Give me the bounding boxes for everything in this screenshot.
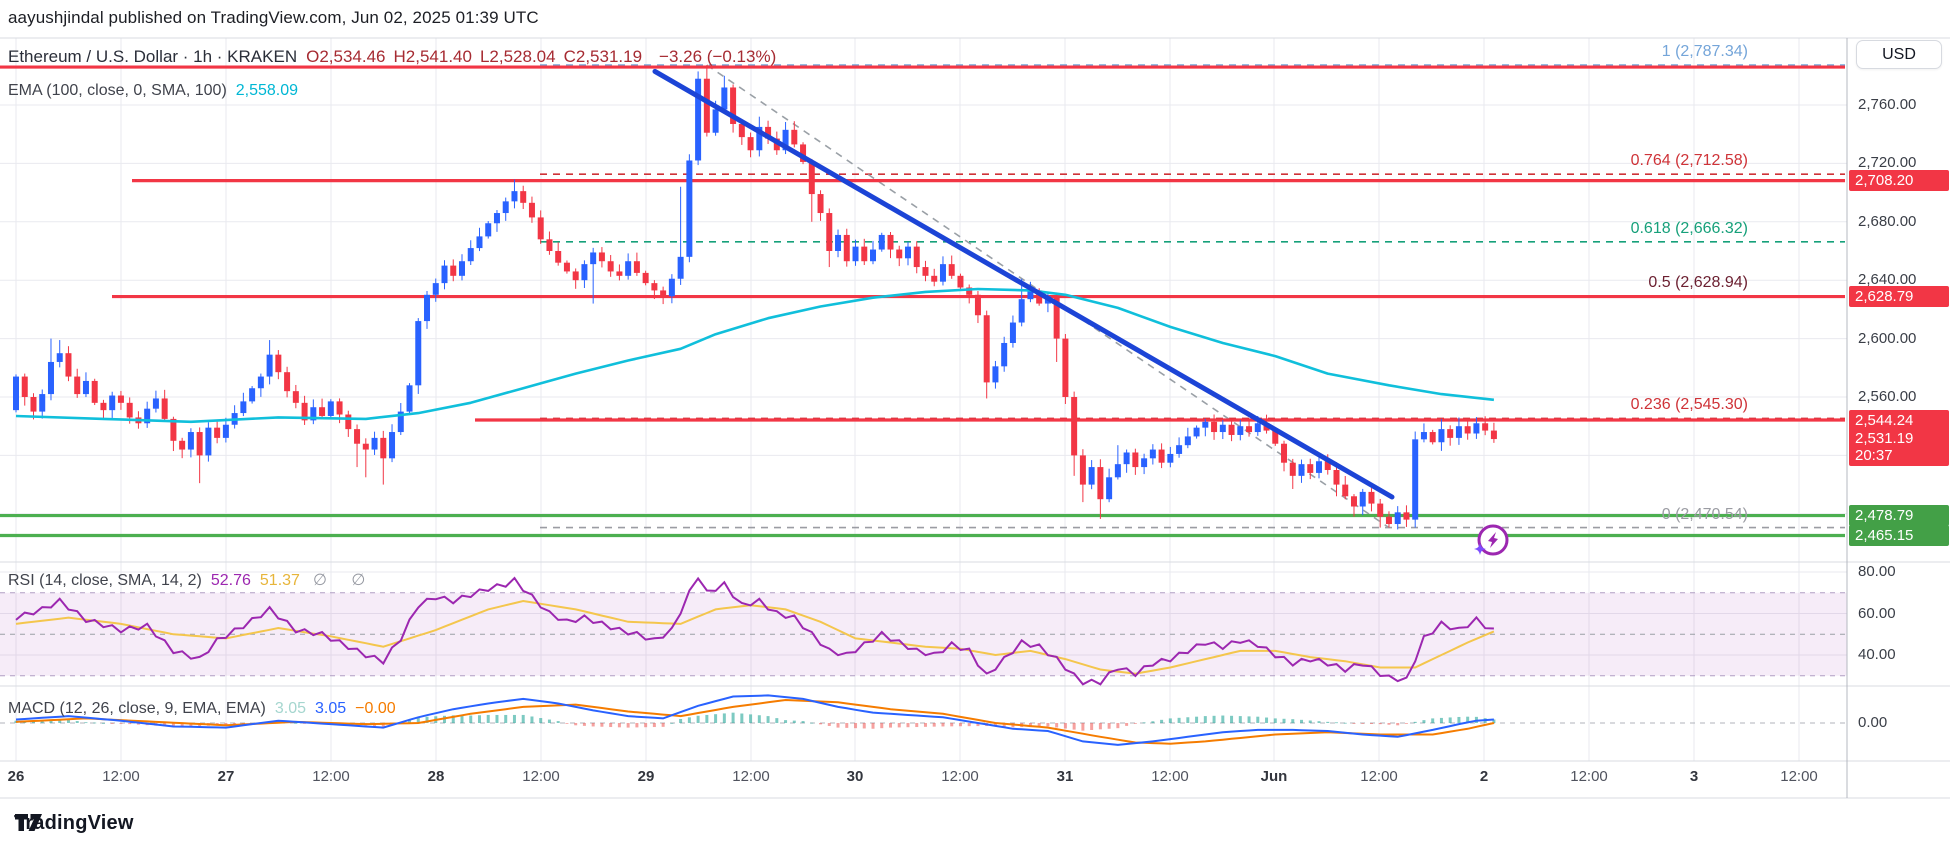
tradingview-logo[interactable]: TradingView <box>14 812 134 835</box>
macd-label: MACD (12, 26, close, 9, EMA, EMA) <box>8 700 266 717</box>
time-label-12:00: 12:00 <box>1360 768 1398 785</box>
macd-signal-value: −0.00 <box>355 700 396 717</box>
fib-label-0.5: 0.5 (2,628.94) <box>1648 274 1748 292</box>
rsi-legend: RSI (14, close, SMA, 14, 2) 52.76 51.37 … <box>8 570 375 590</box>
time-label-27: 27 <box>217 768 235 785</box>
ema-value: 2,558.09 <box>235 82 299 99</box>
price-line-badge: 2,465.15 <box>1849 524 1949 546</box>
ohlc-values: O2,534.46 H2,541.40 L2,528.04 C2,531.19 <box>306 47 650 67</box>
time-label-Jun: Jun <box>1260 768 1288 785</box>
rsi-sma-line[interactable] <box>15 599 1495 675</box>
time-label-12:00: 12:00 <box>941 768 979 785</box>
price-line-badge: 2,708.20 <box>1849 170 1949 192</box>
rsi-sma-value: 51.37 <box>259 572 300 589</box>
fib-label-1: 1 (2,787.34) <box>1661 43 1748 61</box>
price-line-badge: 2,544.24 <box>1849 409 1949 431</box>
time-label-3: 3 <box>1689 768 1699 785</box>
macd-line[interactable] <box>15 694 1494 746</box>
time-label-30: 30 <box>846 768 864 785</box>
tradingview-logo-icon <box>15 814 42 831</box>
price-line-badge: 2,478.79 <box>1849 505 1949 527</box>
rsi-line[interactable] <box>15 576 1494 686</box>
ohlc-low: L2,528.04 <box>479 47 556 66</box>
time-label-2: 2 <box>1479 768 1489 785</box>
time-label-29: 29 <box>637 768 655 785</box>
idea-marker-icon[interactable] <box>1474 524 1509 556</box>
current-price-badge: 2,531.19 20:37 <box>1849 428 1949 467</box>
price-tick-label: 2,760.00 <box>1858 96 1917 113</box>
rsi-tick-label: 60.00 <box>1858 604 1896 622</box>
trendline[interactable] <box>652 68 1395 500</box>
time-label-12:00: 12:00 <box>1780 768 1818 785</box>
currency-button[interactable]: USD <box>1856 40 1942 69</box>
time-label-12:00: 12:00 <box>522 768 560 785</box>
time-label-26: 26 <box>7 768 25 785</box>
symbol-title: Ethereum / U.S. Dollar · 1h · KRAKEN <box>8 47 298 66</box>
countdown-timer: 20:37 <box>1855 447 1893 465</box>
published-line: aayushjindal published on TradingView.co… <box>8 8 539 27</box>
fib-label-0: 0 (2,470.54) <box>1661 505 1748 523</box>
tradingview-logo-text: TradingView <box>14 812 134 834</box>
time-label-31: 31 <box>1056 768 1074 785</box>
fib-label-0.236: 0.236 (2,545.30) <box>1630 396 1748 414</box>
ema-legend: EMA (100, close, 0, SMA, 100) 2,558.09 <box>8 82 298 100</box>
ema-line[interactable] <box>15 287 1495 424</box>
price-tick-label: 2,640.00 <box>1858 271 1917 289</box>
price-line-badge: 2,628.79 <box>1849 286 1949 308</box>
ohlc-open: O2,534.46 <box>306 47 386 66</box>
fib-label-0.618: 0.618 (2,666.32) <box>1630 219 1748 237</box>
time-label-28: 28 <box>427 768 445 785</box>
ema-label: EMA (100, close, 0, SMA, 100) <box>8 82 227 99</box>
rsi-tick-label: 40.00 <box>1858 646 1896 663</box>
time-label-12:00: 12:00 <box>312 768 350 785</box>
time-label-12:00: 12:00 <box>1151 768 1189 785</box>
rsi-label: RSI (14, close, SMA, 14, 2) <box>8 572 202 589</box>
symbol-legend: Ethereum / U.S. Dollar · 1h · KRAKEN O2,… <box>8 47 776 67</box>
ohlc-close: C2,531.19 <box>563 47 643 66</box>
price-tick-label: 2,680.00 <box>1858 212 1917 230</box>
fib-label-0.764: 0.764 (2,712.58) <box>1630 152 1748 170</box>
macd-value: 3.05 <box>315 700 347 717</box>
time-label-12:00: 12:00 <box>1570 768 1608 785</box>
ohlc-high: H2,541.40 <box>393 47 472 66</box>
change-value: −3.26 (−0.13%) <box>659 47 777 66</box>
time-label-12:00: 12:00 <box>732 768 770 785</box>
macd-legend: MACD (12, 26, close, 9, EMA, EMA) 3.05 3… <box>8 700 396 718</box>
time-label-12:00: 12:00 <box>102 768 140 785</box>
rsi-value: 52.76 <box>210 572 251 589</box>
rsi-tick-label: 80.00 <box>1858 563 1896 580</box>
price-tick-label: 2,720.00 <box>1858 154 1917 172</box>
macd-hist-value: 3.05 <box>274 700 306 717</box>
rsi-null-values: ∅ ∅ <box>312 572 376 589</box>
price-tick-label: 2,560.00 <box>1858 388 1917 405</box>
macd-tick-label: 0.00 <box>1858 714 1888 731</box>
price-tick-label: 2,600.00 <box>1858 329 1917 347</box>
